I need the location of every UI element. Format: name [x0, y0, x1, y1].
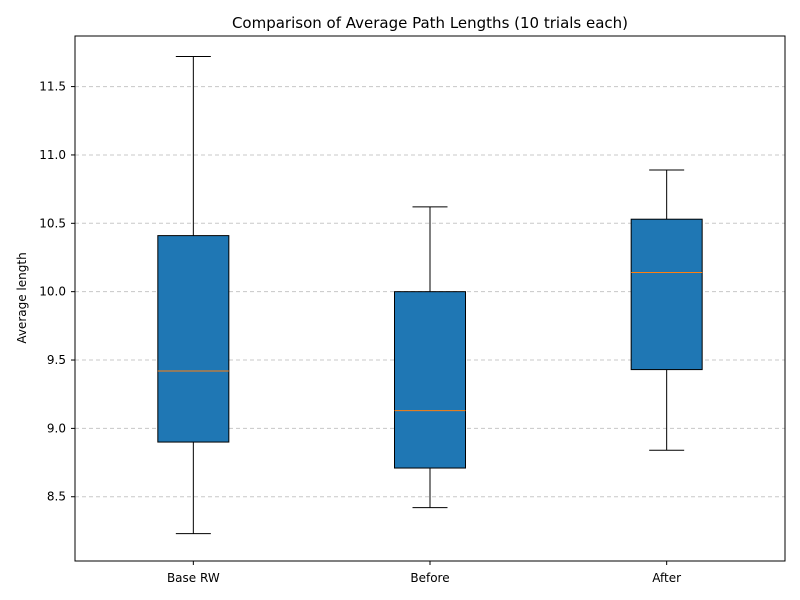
y-axis-label: Average length	[15, 252, 29, 343]
y-tick-label: 9.5	[47, 353, 66, 367]
x-tick-label: After	[652, 571, 681, 585]
y-tick-label: 10.5	[39, 216, 66, 230]
box-iqr	[630, 218, 703, 371]
x-tick-label: Base RW	[167, 571, 220, 585]
box-group	[394, 206, 466, 509]
box-iqr	[157, 235, 230, 443]
y-tick-label: 8.5	[47, 490, 66, 504]
boxes	[157, 56, 703, 535]
y-tick-label: 11.0	[39, 148, 66, 162]
y-tick-label: 11.5	[39, 80, 66, 94]
chart-title: Comparison of Average Path Lengths (10 t…	[232, 14, 628, 32]
x-axis-ticks: Base RW Before After	[167, 561, 681, 585]
box-group	[630, 169, 703, 451]
y-tick-label: 9.0	[47, 421, 66, 435]
box-iqr	[394, 291, 466, 469]
x-tick-label: Before	[410, 571, 449, 585]
y-tick-label: 10.0	[39, 285, 66, 299]
box-group	[157, 56, 230, 535]
y-axis-ticks: 8.5 9.0 9.5 10.0 10.5 11.0 11.5	[39, 80, 75, 504]
